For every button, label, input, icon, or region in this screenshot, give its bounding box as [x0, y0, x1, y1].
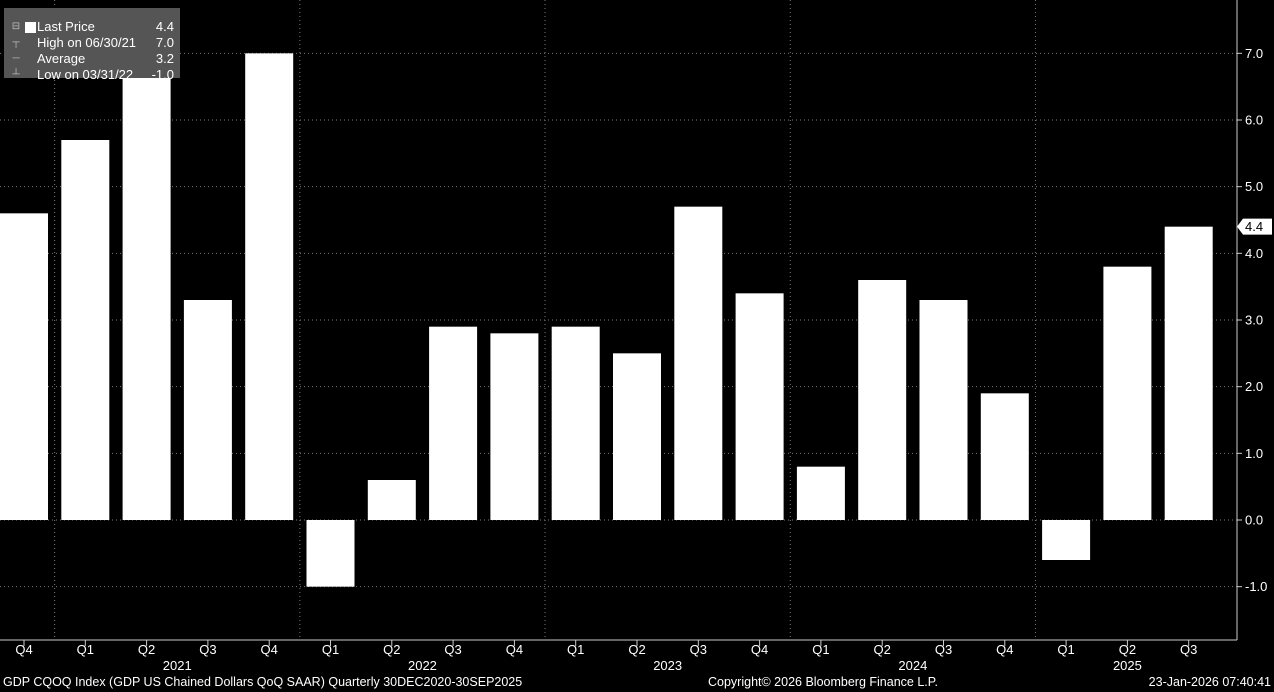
y-tick-label: -1.0	[1245, 579, 1267, 594]
legend-box: ⊟ Last Price 4.4 ┬ High on 06/30/21 7.0 …	[4, 8, 180, 82]
year-label: 2025	[1113, 658, 1142, 673]
y-tick-label: 6.0	[1245, 113, 1263, 128]
last-value-marker	[1237, 218, 1272, 235]
legend-average: ─ Average 3.2	[4, 51, 180, 67]
bar	[306, 520, 355, 587]
bar	[245, 53, 294, 520]
last-value-label: 4.4	[1245, 219, 1263, 234]
bar	[1042, 520, 1091, 560]
legend-last-price-value: 4.4	[155, 19, 174, 34]
bar	[613, 353, 661, 520]
y-tick-label: 1.0	[1245, 446, 1263, 461]
legend-average-label: Average	[37, 51, 86, 66]
y-tick-label: 4.0	[1245, 246, 1263, 261]
bar	[919, 300, 968, 520]
x-tick-label: Q2	[1119, 642, 1136, 657]
x-tick-label: Q1	[77, 642, 94, 657]
bar	[367, 480, 416, 520]
y-tick-label: 5.0	[1245, 179, 1263, 194]
x-tick-label: Q2	[874, 642, 891, 657]
legend-high-label: High on 06/30/21	[37, 35, 137, 50]
footer-timestamp: 23-Jan-2026 07:40:41	[1148, 675, 1271, 689]
legend-low: ┴ Low on 03/31/22 -1.0	[4, 67, 180, 83]
y-tick-label: 3.0	[1245, 313, 1263, 328]
year-label: 2021	[163, 658, 192, 673]
x-tick-label: Q3	[444, 642, 461, 657]
bar	[796, 466, 845, 520]
x-tick-label: Q1	[1057, 642, 1074, 657]
bar	[1103, 266, 1152, 520]
bar	[980, 393, 1029, 520]
x-tick-label: Q2	[383, 642, 400, 657]
year-label: 2023	[653, 658, 682, 673]
bar	[0, 213, 48, 521]
x-tick-label: Q4	[996, 642, 1013, 657]
high-marker-icon: ┬	[12, 37, 20, 48]
x-tick-label: Q2	[138, 642, 155, 657]
bar	[551, 326, 600, 520]
legend-last-price: ⊟ Last Price 4.4	[4, 19, 180, 35]
x-tick-label: Q4	[261, 642, 278, 657]
legend-high: ┬ High on 06/30/21 7.0	[4, 35, 180, 51]
legend-last-price-label: Last Price	[37, 19, 95, 34]
x-tick-label: Q1	[567, 642, 584, 657]
last-price-swatch	[25, 22, 36, 33]
x-tick-label: Q2	[628, 642, 645, 657]
y-tick-label: 0.0	[1245, 513, 1263, 528]
bar	[735, 293, 784, 520]
x-tick-label: Q3	[199, 642, 216, 657]
collapse-icon[interactable]: ⊟	[11, 21, 21, 32]
legend-low-label: Low on 03/31/22	[37, 67, 134, 82]
y-tick-label: 2.0	[1245, 379, 1263, 394]
bar	[674, 206, 723, 520]
x-tick-label: Q3	[1180, 642, 1197, 657]
x-tick-label: Q3	[690, 642, 707, 657]
bar	[429, 326, 478, 520]
x-tick-label: Q1	[322, 642, 339, 657]
year-label: 2024	[898, 658, 927, 673]
average-marker-icon: ─	[12, 53, 20, 64]
x-tick-label: Q4	[15, 642, 32, 657]
bar	[858, 280, 907, 520]
legend-high-value: 7.0	[155, 35, 174, 50]
bar	[122, 73, 171, 520]
legend-average-value: 3.2	[155, 51, 174, 66]
footer-copyright: Copyright© 2026 Bloomberg Finance L.P.	[708, 675, 938, 689]
x-tick-label: Q4	[751, 642, 768, 657]
x-tick-label: Q1	[812, 642, 829, 657]
bar	[1164, 226, 1213, 520]
low-marker-icon: ┴	[12, 69, 20, 80]
footer-index-description: GDP CQOQ Index (GDP US Chained Dollars Q…	[3, 675, 523, 689]
year-label: 2022	[408, 658, 437, 673]
legend-low-value: -1.0	[151, 67, 174, 82]
bar	[61, 140, 110, 520]
bar	[490, 333, 539, 520]
y-tick-label: 7.0	[1245, 46, 1263, 61]
x-tick-label: Q4	[506, 642, 523, 657]
bar	[183, 300, 232, 520]
x-tick-label: Q3	[935, 642, 952, 657]
